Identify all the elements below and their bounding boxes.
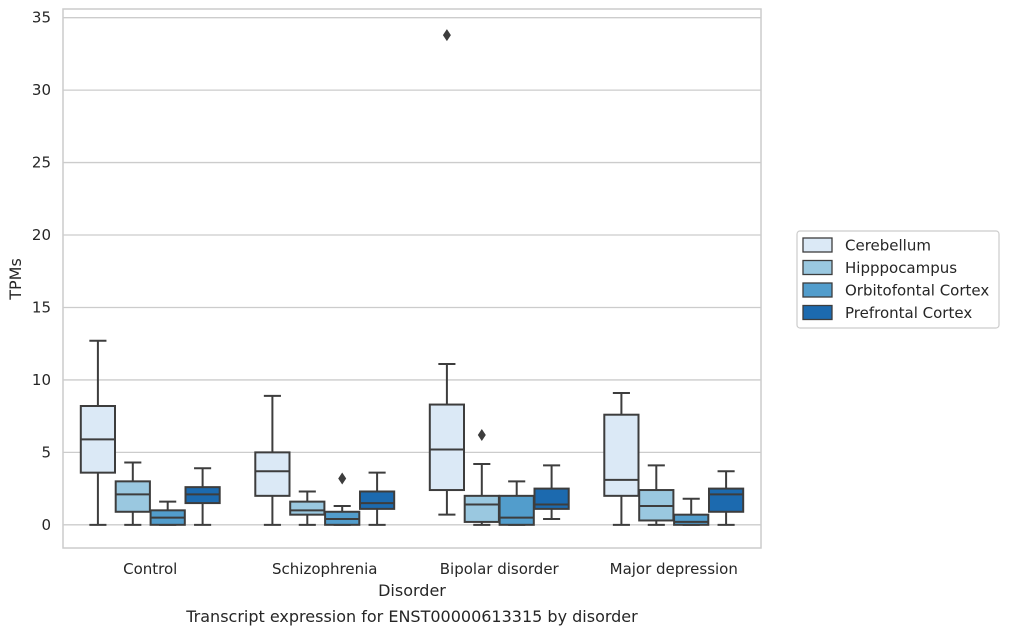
box-cerebellum-major-depression bbox=[603, 391, 640, 526]
x-tick-label-major-depression: Major depression bbox=[610, 560, 738, 578]
outlier-point bbox=[338, 472, 347, 485]
legend-swatch-prefrontal-cortex bbox=[802, 304, 833, 321]
plot-area bbox=[79, 29, 745, 526]
y-tick-label-20: 20 bbox=[32, 226, 51, 244]
box-hipppocampus-major-depression bbox=[638, 464, 675, 526]
x-tick-label-control: Control bbox=[123, 560, 177, 578]
box-hipppocampus-bipolar-disorder bbox=[463, 428, 500, 526]
y-tick-label-15: 15 bbox=[32, 298, 51, 316]
y-tick-label-10: 10 bbox=[32, 371, 51, 389]
y-tick-label-25: 25 bbox=[32, 154, 51, 172]
box-cerebellum-schizophrenia bbox=[254, 394, 291, 526]
plot-frame bbox=[62, 8, 762, 549]
outlier-point bbox=[442, 29, 451, 42]
legend-label-hipppocampus: Hipppocampus bbox=[845, 259, 957, 277]
y-axis-ticks: 0 5 10 15 20 25 30 35 bbox=[32, 9, 51, 534]
legend-frame bbox=[796, 230, 1000, 329]
x-tick-label-schizophrenia: Schizophrenia bbox=[272, 560, 377, 578]
legend-label-orbitofontal-cortex: Orbitofontal Cortex bbox=[845, 282, 989, 300]
legend-swatch-hipppocampus bbox=[802, 259, 833, 276]
iqr-box bbox=[463, 494, 500, 523]
x-axis-label: Disorder bbox=[378, 581, 446, 600]
y-tick-label-0: 0 bbox=[41, 516, 51, 534]
iqr-box bbox=[498, 494, 535, 526]
box-hipppocampus-control bbox=[114, 461, 151, 526]
iqr-box bbox=[707, 487, 745, 513]
y-tick-label-5: 5 bbox=[41, 443, 51, 461]
iqr-box bbox=[289, 500, 326, 516]
box-orbitofontal-cortex-control bbox=[149, 500, 186, 526]
outlier-point bbox=[477, 428, 486, 441]
y-tick-label-30: 30 bbox=[32, 81, 51, 99]
box-prefrontal-cortex-schizophrenia bbox=[358, 471, 396, 526]
box-cerebellum-bipolar-disorder bbox=[428, 29, 466, 516]
x-axis-ticks: Control Schizophrenia Bipolar disorder Majo… bbox=[123, 560, 738, 578]
y-axis-label: TPMs bbox=[6, 258, 25, 301]
iqr-box bbox=[428, 403, 466, 492]
box-orbitofontal-cortex-schizophrenia bbox=[324, 472, 361, 526]
iqr-box bbox=[533, 487, 570, 510]
iqr-box bbox=[673, 513, 710, 526]
legend-swatch-orbitofontal-cortex bbox=[802, 282, 833, 298]
grid-lines bbox=[63, 17, 761, 526]
legend-label-cerebellum: Cerebellum bbox=[845, 237, 931, 255]
iqr-box bbox=[603, 413, 640, 497]
legend-label-prefrontal-cortex: Prefrontal Cortex bbox=[845, 304, 972, 322]
chart-caption: Transcript expression for ENST0000061331… bbox=[185, 607, 638, 626]
legend: Cerebellum Hipppocampus Orbitofontal Corte… bbox=[796, 230, 1000, 329]
box-prefrontal-cortex-major-depression bbox=[707, 470, 745, 526]
box-prefrontal-cortex-control bbox=[184, 467, 221, 526]
box-hipppocampus-schizophrenia bbox=[289, 490, 326, 526]
x-tick-label-bipolar-disorder: Bipolar disorder bbox=[440, 560, 560, 578]
iqr-box bbox=[254, 451, 291, 497]
legend-swatch-cerebellum bbox=[802, 237, 833, 253]
iqr-box bbox=[114, 480, 151, 513]
box-orbitofontal-cortex-bipolar-disorder bbox=[498, 480, 535, 526]
box-cerebellum-control bbox=[79, 339, 117, 526]
y-tick-label-35: 35 bbox=[32, 9, 51, 27]
box-orbitofontal-cortex-major-depression bbox=[673, 497, 710, 526]
box-prefrontal-cortex-bipolar-disorder bbox=[533, 464, 570, 521]
iqr-box bbox=[358, 490, 396, 510]
